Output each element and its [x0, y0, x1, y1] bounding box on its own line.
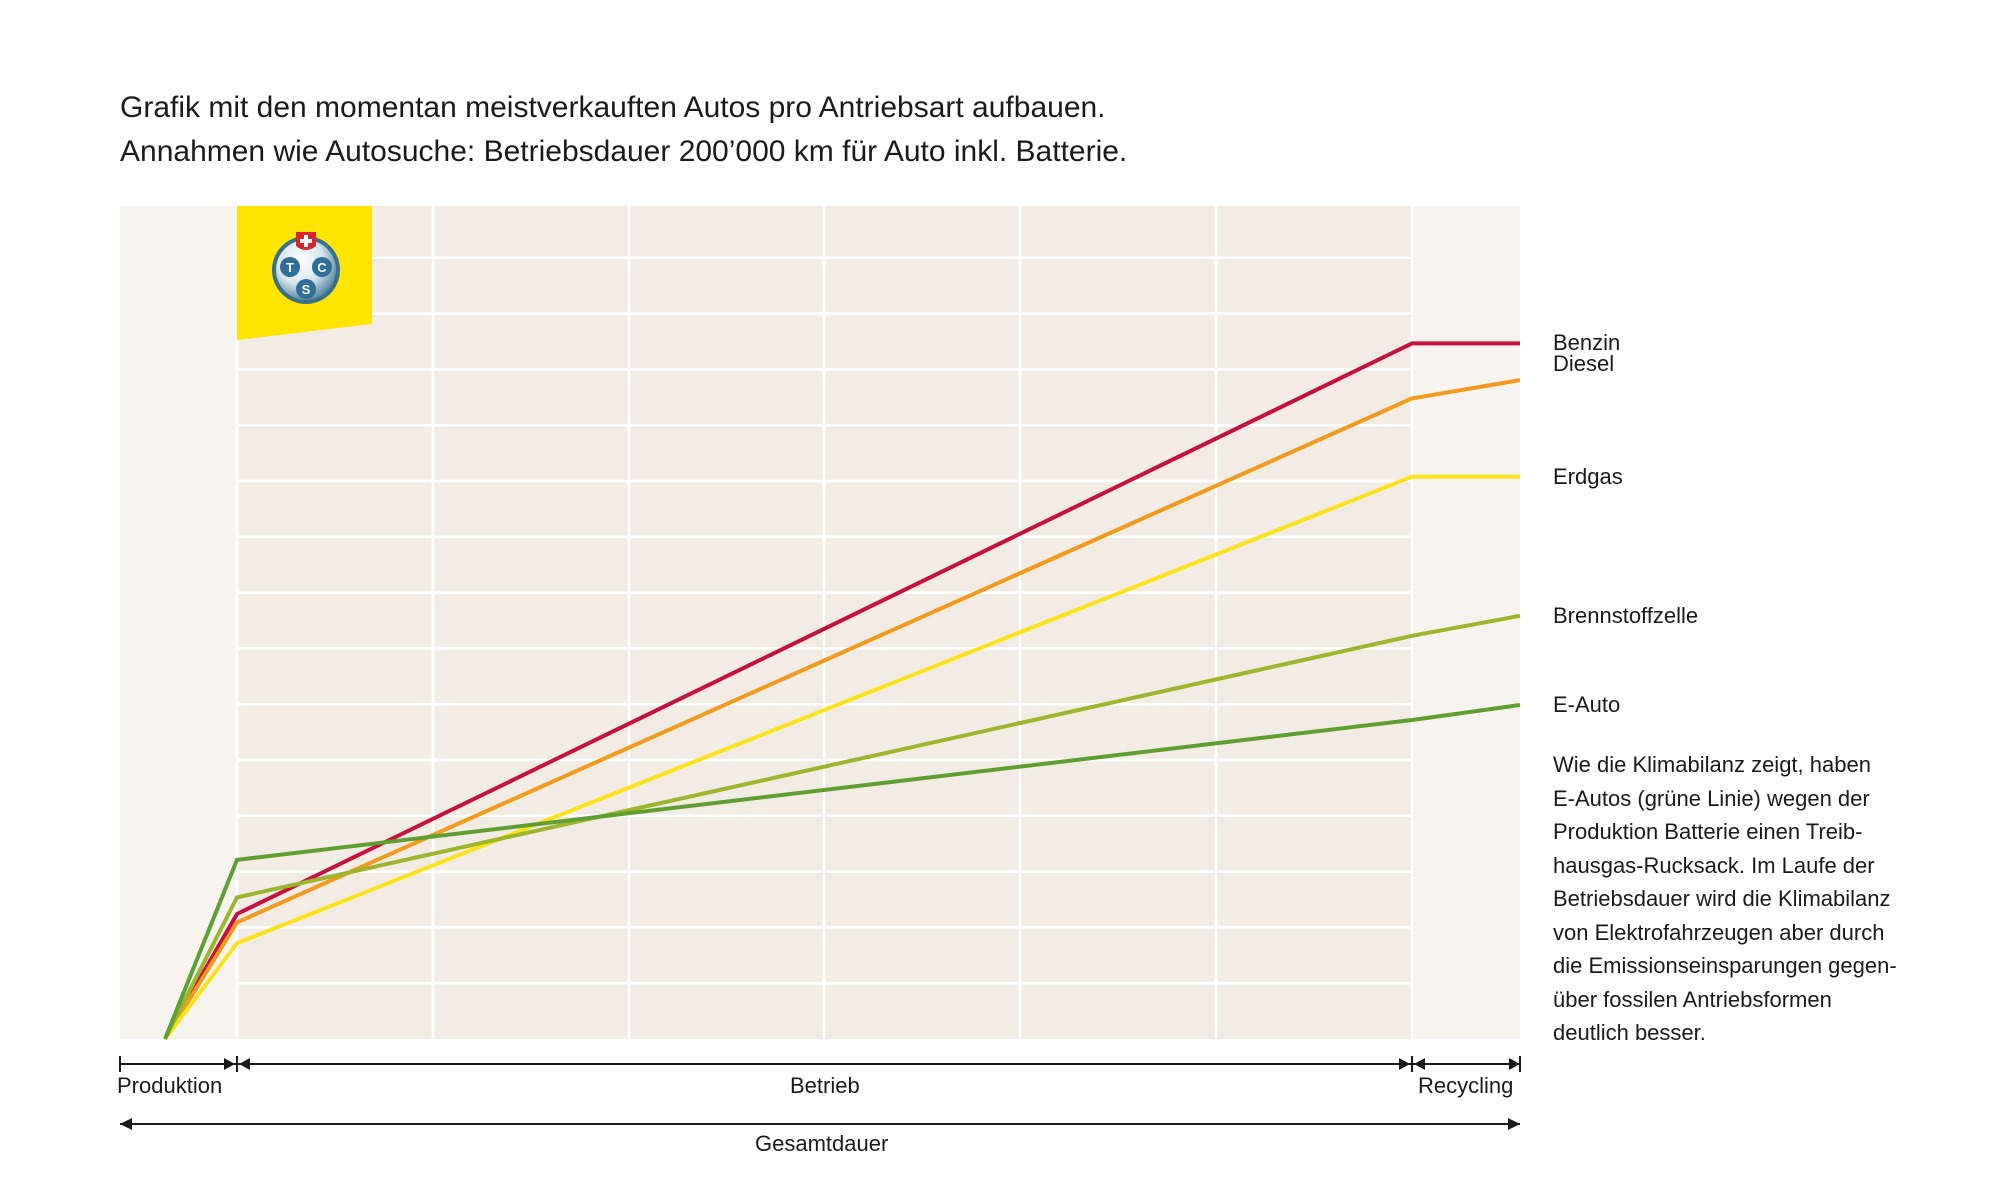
series-line-benzin [163, 341, 1520, 1040]
note-line: die Emissionseinsparungen gegen- [1553, 953, 1897, 978]
explanation-note: Wie die Klimabilanz zeigt, haben E-Autos… [1553, 748, 1953, 1050]
phase-label-operation: Betrieb [790, 1073, 860, 1098]
arrowhead [239, 1058, 250, 1070]
logo-letter-c: C [317, 260, 327, 275]
grid-lines [235, 206, 1414, 1039]
series-line-brennstoffzelle [163, 613, 1521, 1040]
heading-line-2: Annahmen wie Autosuche: Betriebsdauer 20… [120, 135, 1128, 168]
logo-letter-t: T [286, 260, 294, 275]
heading-line-1: Grafik mit den momentan meistverkauften … [120, 91, 1106, 124]
series-label-erdgas: Erdgas [1553, 463, 1623, 489]
tcs-logo: T C S [237, 206, 372, 340]
arrowhead [224, 1058, 235, 1070]
arrowhead [1509, 1058, 1520, 1070]
phase-label-production: Produktion [117, 1073, 223, 1098]
series-line-e-auto [163, 703, 1521, 1040]
series-label-brennstoffzelle: Brennstoffzelle [1553, 602, 1699, 628]
note-line: von Elektrofahrzeugen aber durch [1553, 919, 1885, 945]
note-line: hausgas-Rucksack. Im Laufe der [1553, 852, 1875, 878]
arrowhead [1399, 1058, 1410, 1070]
series-lines [163, 341, 1521, 1041]
swiss-cross-wheel-icon [272, 232, 340, 304]
arrowhead [120, 1118, 132, 1130]
arrowhead [1508, 1118, 1520, 1130]
note-line: Betriebsdauer wird die Klimabilanz [1553, 886, 1891, 911]
phase-axis [119, 1056, 1521, 1130]
series-line-diesel [163, 378, 1521, 1041]
logo-letter-s: S [302, 282, 311, 297]
note-line: deutlich besser. [1553, 1020, 1706, 1045]
phase-label-recycling: Recycling [1418, 1073, 1514, 1098]
series-line-erdgas [163, 474, 1520, 1041]
note-line: E-Autos (grüne Linie) wegen der [1553, 785, 1870, 811]
series-label-benzin: Benzin [1553, 330, 1621, 356]
note-line: Produktion Batterie einen Treib- [1553, 819, 1863, 844]
note-line: über fossilen Antriebsformen [1553, 986, 1832, 1012]
chart-heading: Grafik mit den momentan meistverkauften … [120, 86, 1127, 174]
total-duration-label: Gesamtdauer [755, 1131, 889, 1156]
series-label-diesel: Diesel [1553, 351, 1615, 377]
note-line: Wie die Klimabilanz zeigt, haben [1553, 752, 1871, 777]
arrowhead [1414, 1058, 1425, 1070]
series-label-e-auto: E-Auto [1553, 691, 1621, 717]
